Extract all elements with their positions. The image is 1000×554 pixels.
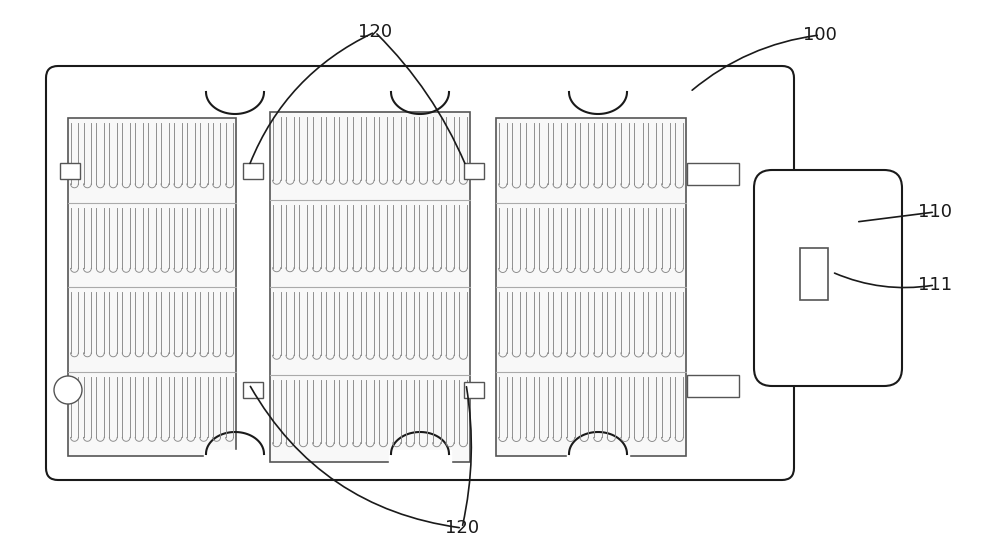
Text: 110: 110 (918, 203, 952, 221)
Bar (464, 382, 484, 398)
Bar (60, 163, 80, 179)
Text: 120: 120 (445, 519, 479, 537)
Polygon shape (389, 450, 451, 464)
FancyBboxPatch shape (754, 170, 902, 386)
Bar (464, 163, 484, 179)
Bar (800, 248, 828, 300)
Bar (687, 163, 739, 185)
Bar (270, 112, 470, 462)
Polygon shape (567, 450, 629, 464)
Bar (68, 118, 236, 456)
Bar (777, 210, 795, 346)
Polygon shape (204, 82, 266, 96)
Bar (243, 163, 263, 179)
Polygon shape (204, 450, 266, 464)
Bar (687, 375, 739, 397)
Polygon shape (567, 82, 629, 96)
FancyBboxPatch shape (46, 66, 794, 480)
Polygon shape (389, 82, 451, 96)
Bar (496, 118, 686, 456)
Text: 111: 111 (918, 276, 952, 294)
Text: 100: 100 (803, 26, 837, 44)
Text: 120: 120 (358, 23, 392, 41)
Bar (243, 382, 263, 398)
Circle shape (54, 376, 82, 404)
